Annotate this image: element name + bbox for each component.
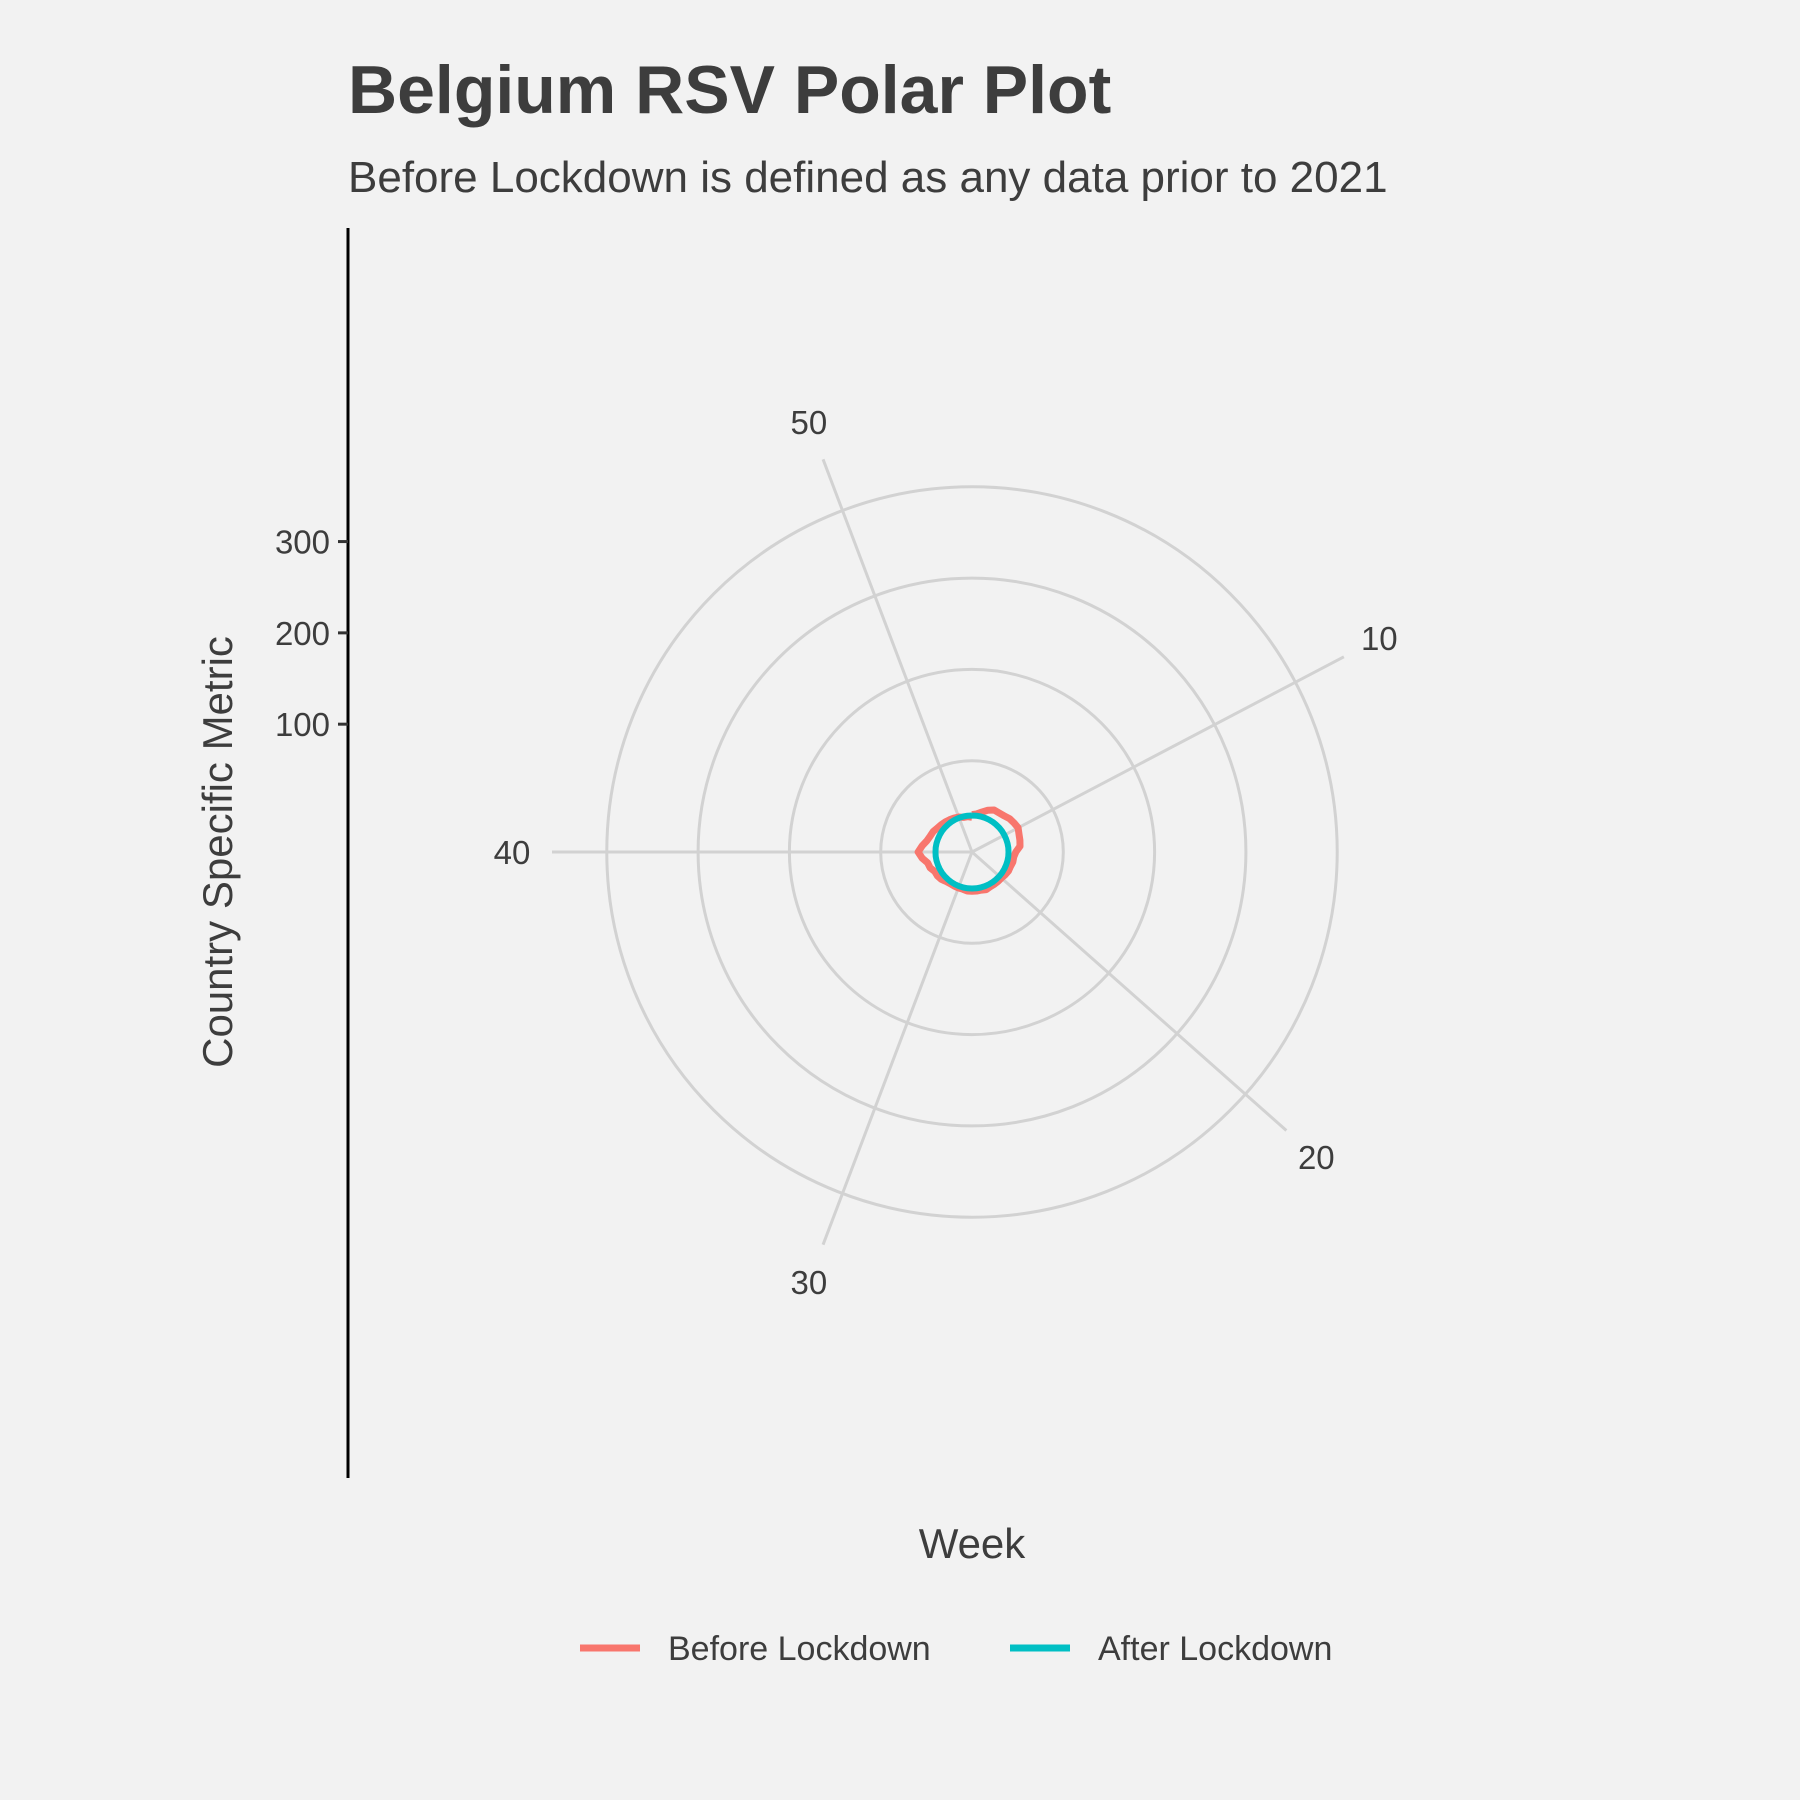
spoke-week-50 [821, 458, 974, 853]
y-axis: 100 200 300 [275, 228, 350, 1478]
legend-label-after: After Lockdown [1098, 1630, 1332, 1668]
spoke-week-30 [821, 851, 974, 1246]
spoke-week-20 [971, 850, 1288, 1132]
spoke-week-10 [971, 655, 1345, 854]
y-tick-label-300: 300 [275, 524, 330, 561]
x-tick-label-50: 50 [791, 404, 828, 441]
y-axis-title: Country Specific Metric [194, 636, 241, 1068]
x-tick-labels: 10 20 30 40 50 [494, 404, 1398, 1301]
x-axis-title: Week [919, 1520, 1027, 1567]
y-tick-label-200: 200 [275, 615, 330, 652]
y-tick-label-100: 100 [275, 706, 330, 743]
chart-subtitle: Before Lockdown is defined as any data p… [348, 153, 1388, 202]
x-tick-label-20: 20 [1298, 1139, 1335, 1176]
x-tick-label-10: 10 [1361, 620, 1398, 657]
chart-title: Belgium RSV Polar Plot [348, 52, 1111, 128]
x-tick-label-30: 30 [791, 1264, 828, 1301]
gridlines [552, 458, 1345, 1246]
legend: Before Lockdown After Lockdown [580, 1630, 1332, 1668]
legend-label-before: Before Lockdown [668, 1630, 931, 1668]
series-line-after-lockdown [932, 812, 1012, 892]
series-lines [914, 806, 1024, 895]
x-tick-label-40: 40 [494, 834, 531, 871]
